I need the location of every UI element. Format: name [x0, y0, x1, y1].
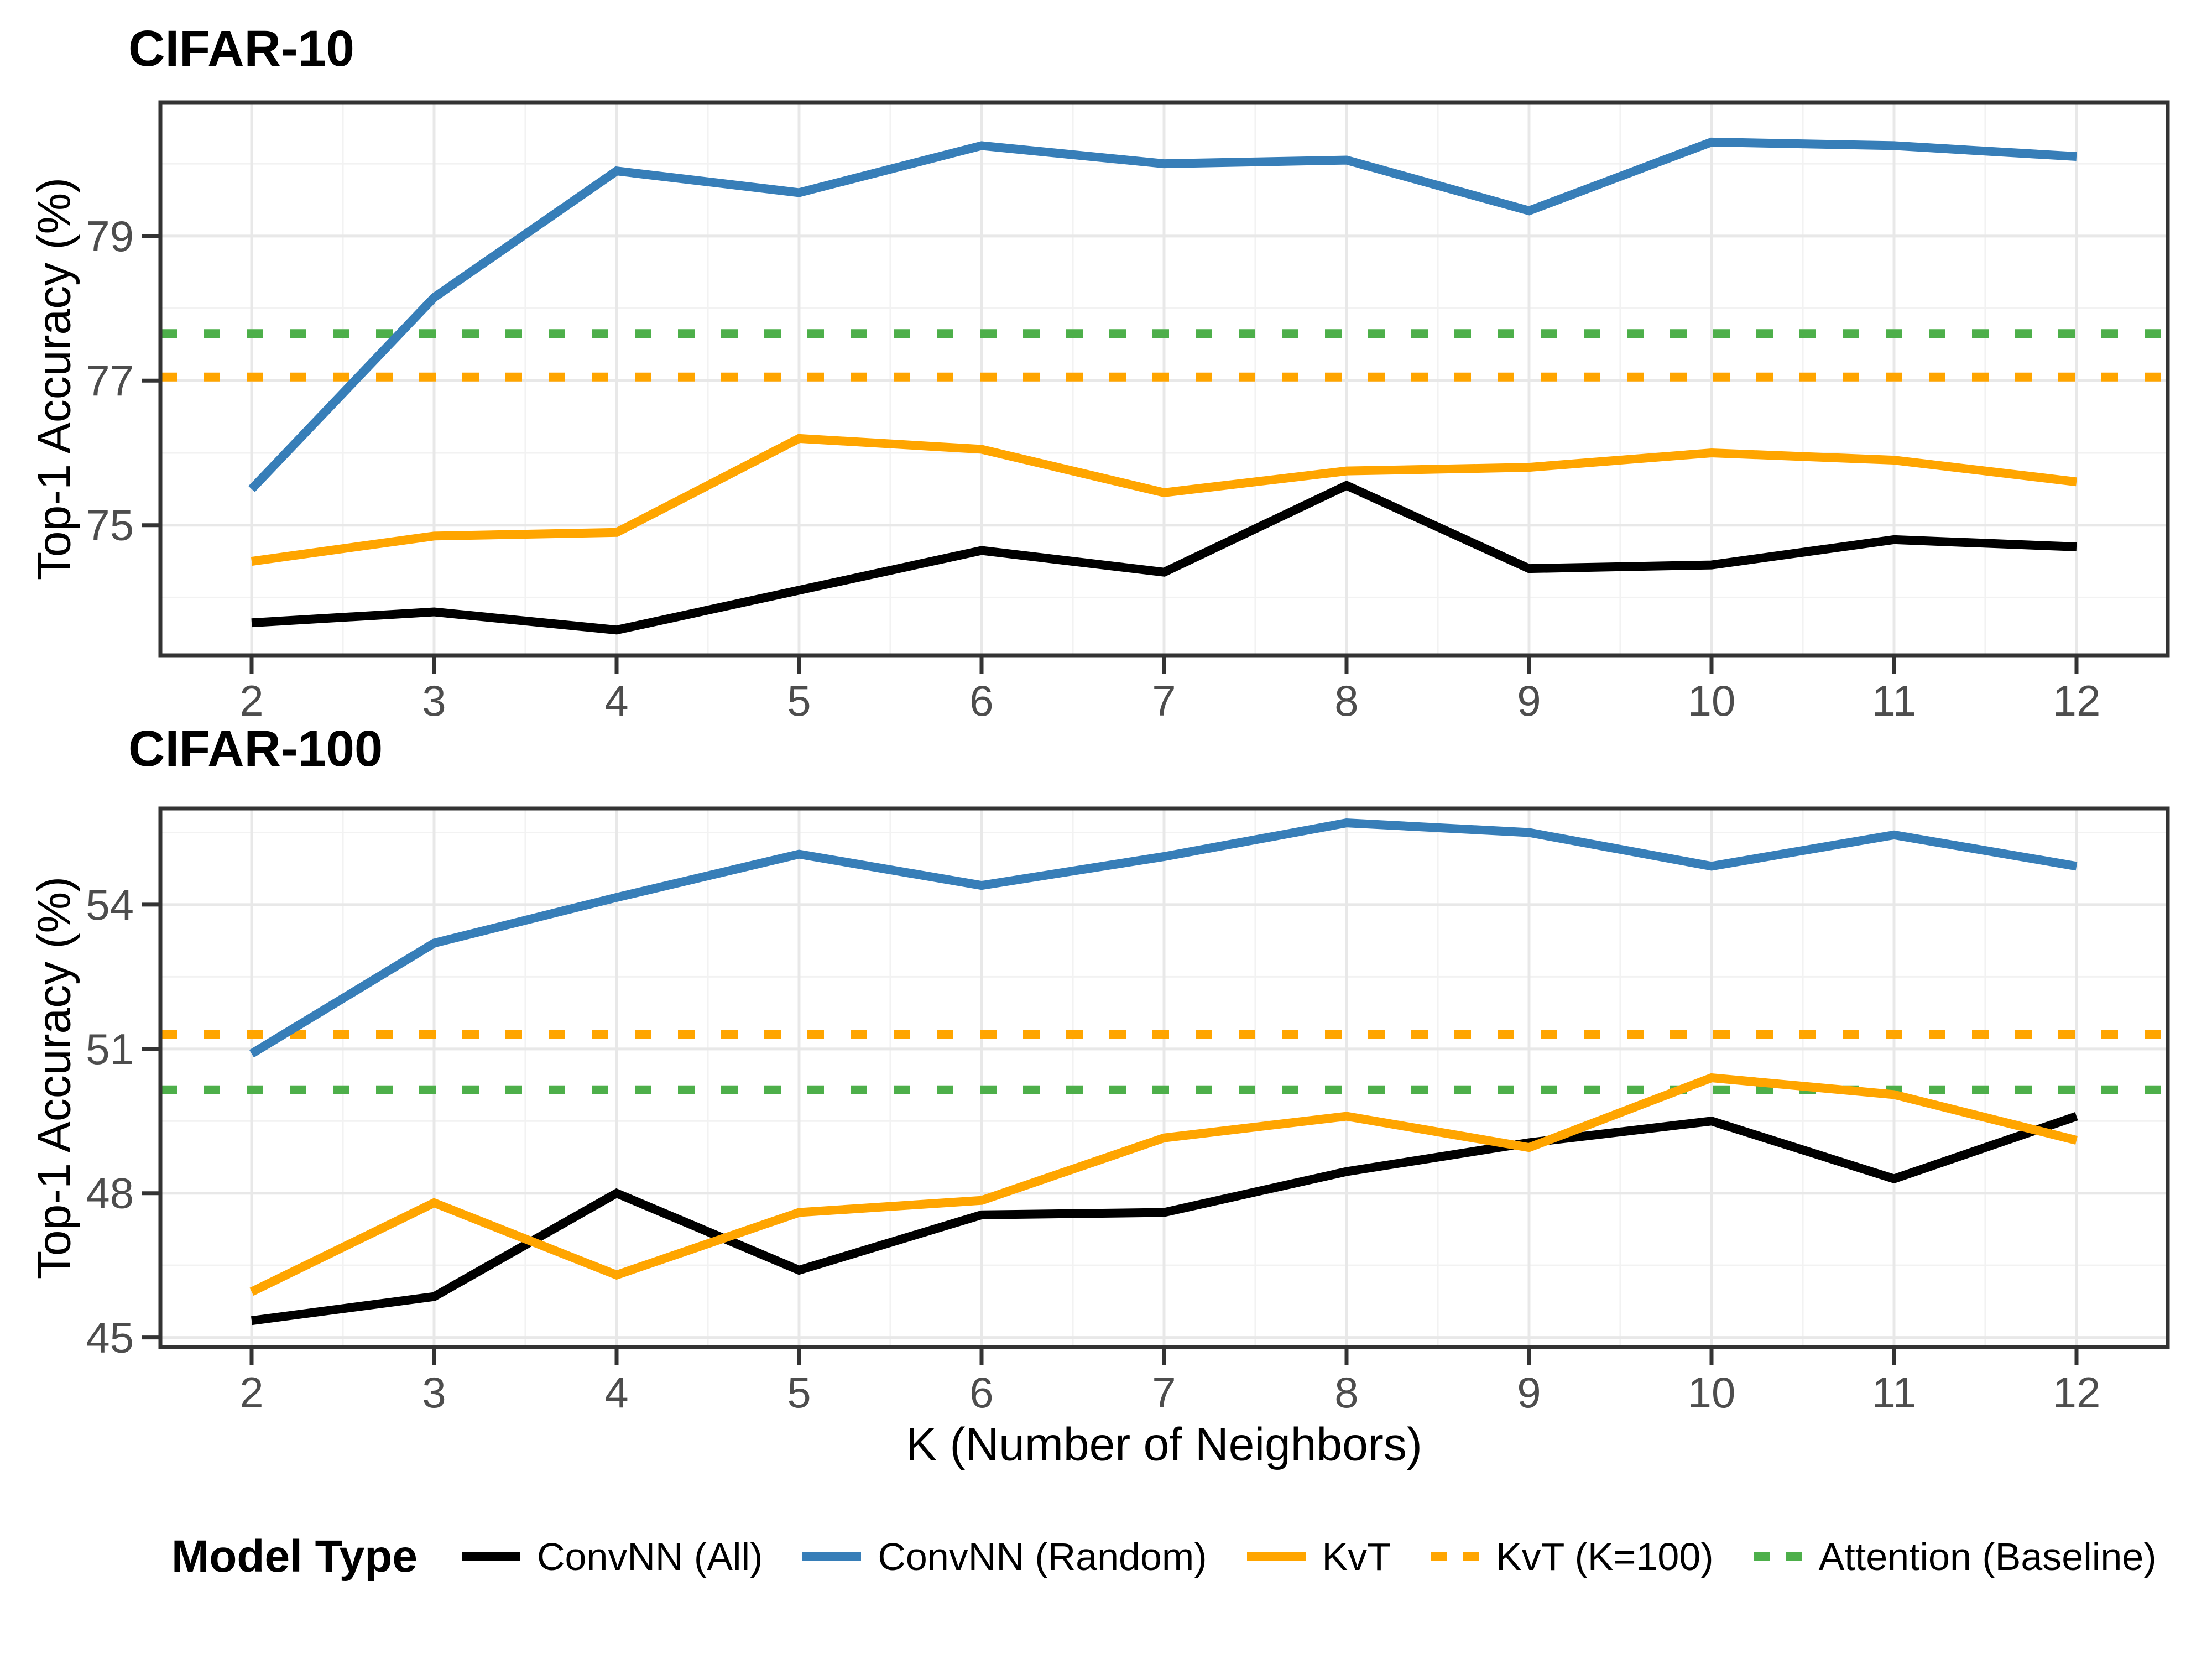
y-tick-label: 45: [86, 1313, 134, 1362]
legend-label: KvT: [1322, 1535, 1391, 1578]
x-tick-label: 2: [239, 676, 263, 725]
legend-entry-kvt-k100: KvT (K=100): [1430, 1535, 1714, 1579]
series-line-convnn-all-: [251, 480, 2077, 635]
chart-title-cifar10: CIFAR-10: [128, 20, 354, 77]
x-tick-label: 8: [1334, 676, 1358, 725]
legend-entry-convnn-all: ConvNN (All): [461, 1535, 763, 1579]
x-tick-label: 11: [1872, 1368, 1917, 1417]
legend-entry-convnn-random: ConvNN (Random): [802, 1535, 1207, 1579]
x-tick-label: 3: [422, 1368, 446, 1417]
series-line-convnn-random-: [248, 137, 2077, 492]
x-tick-label: 9: [1517, 676, 1541, 725]
y-tick-label: 54: [86, 880, 134, 929]
x-tick-label: 6: [969, 1368, 993, 1417]
legend-label: Attention (Baseline): [1818, 1535, 2157, 1578]
x-tick-label: 10: [1688, 676, 1736, 725]
legend-swatch-attention-baseline: [1753, 1552, 1802, 1561]
series-line-convnn-all-: [251, 1112, 2078, 1326]
legend-title: Model Type: [171, 1531, 418, 1582]
panel-border: [158, 806, 2170, 1349]
series-line-convnn-random-: [249, 818, 2078, 1058]
x-tick-label: 8: [1334, 1368, 1358, 1417]
x-tick-label: 9: [1517, 1368, 1541, 1417]
x-tick-label: 7: [1152, 1368, 1176, 1417]
legend-swatch-kvt: [1246, 1552, 1306, 1561]
x-tick-label: 12: [2053, 676, 2101, 725]
series-line-kvt: [249, 1073, 2078, 1296]
x-tick-label: 3: [422, 676, 446, 725]
x-tick-label: 4: [604, 1368, 628, 1417]
y-tick-label: 79: [86, 212, 134, 260]
y-tick-label: 75: [86, 501, 134, 550]
x-tick-label: 12: [2053, 1368, 2101, 1417]
legend-swatch-convnn-all: [461, 1552, 520, 1561]
chart-title-cifar100: CIFAR-100: [128, 721, 383, 777]
x-tick-label: 6: [969, 676, 993, 725]
legend-label: ConvNN (All): [536, 1535, 763, 1578]
x-tick-label: 4: [604, 676, 628, 725]
x-tick-label: 10: [1688, 1368, 1736, 1417]
legend: Model Type ConvNN (All) ConvNN (Random) …: [171, 1521, 2157, 1593]
y-tick-label: 77: [86, 356, 134, 405]
legend-entry-kvt: KvT: [1246, 1535, 1391, 1579]
y-axis-title-bottom: Top-1 Accuracy (%): [28, 876, 80, 1280]
y-tick-label: 48: [86, 1169, 134, 1218]
legend-label: KvT (K=100): [1495, 1535, 1714, 1578]
x-axis-title: K (Number of Neighbors): [906, 1418, 1422, 1470]
panel-border: [158, 100, 2170, 658]
y-axis-title-top: Top-1 Accuracy (%): [28, 177, 80, 581]
legend-label: ConvNN (Random): [878, 1535, 1207, 1578]
panel-cifar-10: 2 3 4 5 6 7 8 9 10 11 12 75 77 79: [86, 100, 2170, 725]
x-tick-label: 5: [787, 676, 811, 725]
legend-swatch-kvt-k100: [1430, 1552, 1479, 1561]
x-tick-label: 11: [1872, 676, 1917, 725]
y-tick-label: 51: [86, 1025, 134, 1073]
legend-entry-attention-baseline: Attention (Baseline): [1753, 1535, 2157, 1579]
x-tick-label: 2: [239, 1368, 263, 1417]
series-line-kvt: [251, 434, 2077, 566]
legend-swatch-convnn-random: [802, 1552, 862, 1561]
x-tick-label: 5: [787, 1368, 811, 1417]
x-tick-label: 7: [1152, 676, 1176, 725]
